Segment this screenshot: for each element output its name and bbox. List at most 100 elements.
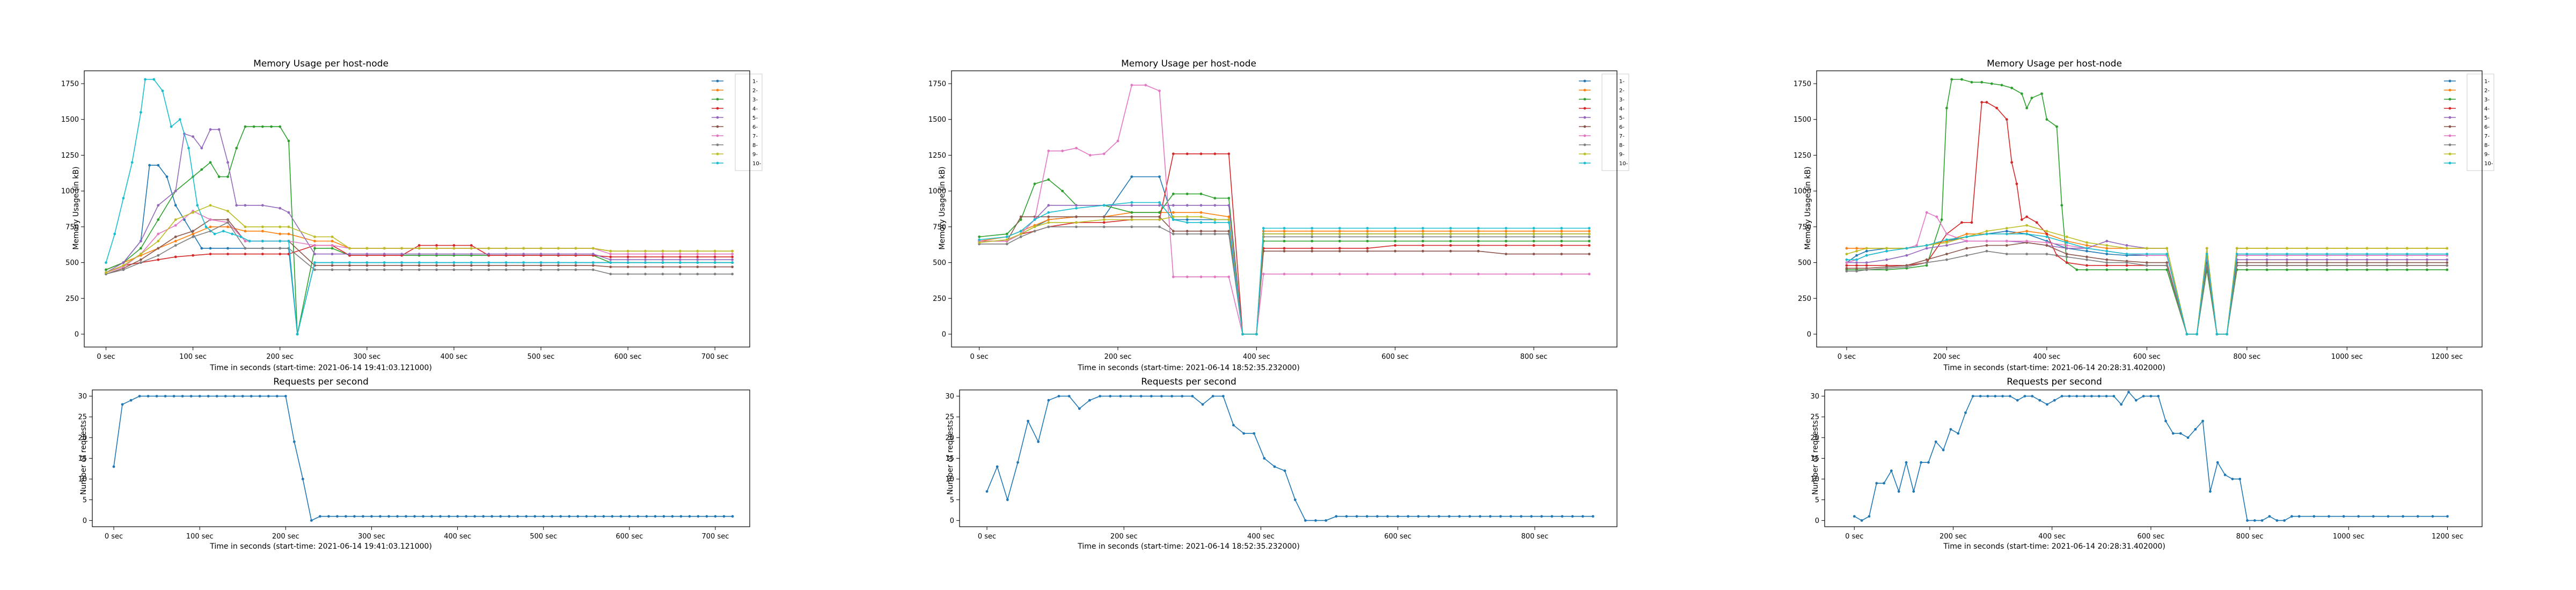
data-point [313, 247, 316, 250]
data-point [2040, 92, 2043, 95]
data-point [331, 244, 334, 247]
data-point [626, 272, 630, 276]
data-point [1532, 235, 1535, 238]
data-point [1945, 258, 1948, 261]
y-tick-label: 1250 [61, 152, 79, 160]
data-point [1019, 230, 1022, 233]
data-point [1311, 230, 1314, 233]
data-point [353, 515, 356, 518]
memory-y-label-3: Memory Usage (in kB) [1804, 166, 1812, 249]
data-point [1144, 84, 1147, 87]
data-point [217, 175, 221, 178]
data-point [1139, 395, 1143, 397]
x-tick-label: 800 sec [2236, 533, 2264, 541]
y-tick-label: 20 [78, 434, 87, 442]
y-tick-label: 25 [78, 414, 87, 422]
data-point [996, 465, 999, 468]
data-point [2385, 261, 2389, 264]
data-point [1047, 225, 1050, 228]
data-point [279, 225, 282, 228]
data-point [2025, 232, 2029, 235]
data-point [105, 271, 107, 274]
data-point [1185, 221, 1189, 224]
data-point [1421, 249, 1424, 253]
data-point [1365, 515, 1368, 518]
x-tick-label: 400 sec [440, 353, 467, 361]
data-point [1990, 82, 1993, 85]
data-point [1199, 215, 1203, 218]
data-point [574, 247, 577, 250]
data-point [1130, 204, 1133, 207]
data-point [400, 253, 403, 255]
data-point [1033, 182, 1036, 186]
data-point [418, 244, 421, 247]
data-point [1449, 244, 1452, 247]
data-point [2405, 253, 2409, 255]
data-point [2366, 268, 2368, 271]
data-point [1560, 240, 1563, 242]
data-point [1172, 211, 1175, 214]
data-point [628, 515, 631, 518]
x-tick-label: 1000 sec [2333, 533, 2365, 541]
data-point [1421, 235, 1424, 238]
data-point [279, 232, 282, 235]
legend-swatch-marker [1583, 125, 1586, 128]
data-point [2085, 258, 2088, 261]
y-tick-label: 15 [78, 455, 87, 463]
x-tick-label: 300 sec [358, 533, 385, 541]
data-point [644, 261, 647, 264]
data-point [2286, 264, 2288, 267]
data-point [2426, 247, 2428, 250]
memory-chart-title-3: Memory Usage per host-node [1987, 58, 2122, 69]
data-point [1311, 232, 1314, 235]
data-point [2426, 268, 2428, 271]
data-point [345, 515, 347, 518]
data-point [2426, 253, 2428, 255]
data-point [1311, 227, 1314, 230]
data-point [2405, 264, 2409, 267]
data-point [1185, 230, 1189, 233]
data-point [2387, 515, 2390, 518]
data-point [2020, 218, 2023, 221]
y-tick-label: 15 [1810, 455, 1819, 463]
data-point [164, 395, 167, 397]
data-point [1185, 232, 1189, 235]
data-point [2245, 261, 2249, 264]
data-point [619, 515, 623, 518]
data-point [2385, 253, 2389, 255]
data-point [331, 235, 334, 238]
data-point [2366, 258, 2368, 261]
data-point [2226, 333, 2228, 336]
data-point [626, 249, 630, 253]
data-point [1449, 227, 1452, 230]
data-point [1253, 432, 1256, 435]
data-point [1067, 395, 1071, 397]
y-tick-label: 1500 [61, 116, 79, 124]
data-point [448, 515, 450, 518]
data-point [1181, 395, 1184, 397]
data-point [250, 395, 253, 397]
y-tick-label: 1000 [928, 188, 946, 196]
data-point [2060, 204, 2063, 207]
data-point [1283, 227, 1286, 230]
data-point [348, 247, 351, 250]
data-point [1421, 227, 1424, 230]
data-point [2005, 240, 2008, 242]
legend-label: 5- [752, 115, 758, 121]
data-point [2402, 515, 2404, 518]
data-point [2075, 268, 2079, 271]
data-point [2345, 253, 2348, 255]
data-point [2426, 261, 2428, 264]
data-point [287, 225, 290, 228]
y-tick-label: 250 [1798, 295, 1811, 303]
data-point [504, 253, 508, 255]
data-point [644, 266, 647, 268]
data-point [209, 161, 212, 164]
data-point [287, 232, 290, 235]
legend-label: 7- [752, 134, 758, 139]
x-tick-label: 0 sec [1838, 353, 1856, 361]
data-point [1241, 333, 1244, 336]
data-point [1338, 230, 1341, 233]
data-point [1945, 241, 1948, 244]
